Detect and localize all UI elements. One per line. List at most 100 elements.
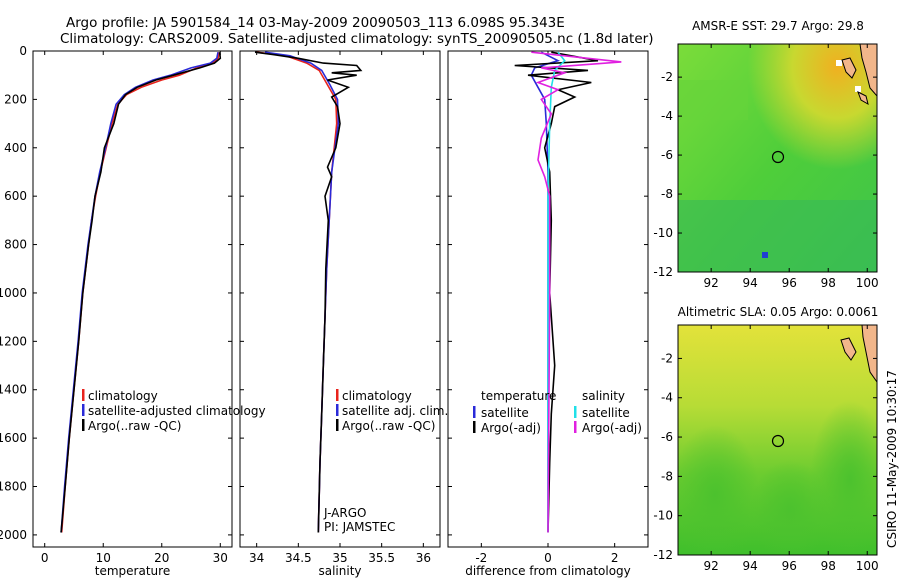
x-tick-label: 20 (154, 551, 169, 565)
sst-map-axes: 92 94 96 98 100 -2 -4 -6 -8 -10 -12 (653, 44, 879, 290)
y-tick-label: -6 (661, 148, 673, 162)
sst-warm-patch (678, 44, 877, 272)
legend-title: temperature (481, 389, 556, 403)
legend-title: salinity (582, 389, 625, 403)
island-shape (857, 90, 869, 106)
y-tick-label: 1000 (0, 286, 27, 300)
sst-map-frame (677, 43, 878, 273)
legend-label: satellite-adjusted climatology (88, 404, 266, 418)
y-tick-label: -8 (661, 469, 673, 483)
series-line-magenta (531, 51, 622, 533)
x-tick-label: 0 (544, 551, 552, 565)
y-tick-label: 200 (4, 92, 27, 106)
sla-map-title: Altimetric SLA: 0.05 Argo: 0.0061 (678, 305, 879, 319)
y-tick-label: 2000 (0, 528, 27, 542)
series-line-black (514, 51, 599, 533)
y-tick-label: -2 (661, 351, 673, 365)
x-tick-label: 10 (96, 551, 111, 565)
x-tick-label: 30 (213, 551, 228, 565)
x-tick-label: 100 (856, 276, 879, 290)
plot-frame (32, 50, 233, 548)
sst-map-panel: AMSR-E SST: 29.7 Argo: 29.8 92 94 96 98 100 -… (653, 19, 878, 290)
sla-map-axes: 92 94 96 98 100 -2 -4 -6 -8 -10 -12 (653, 325, 879, 573)
island-shape (841, 57, 857, 79)
series-line-black (60, 52, 222, 533)
y-tick-label: 800 (4, 238, 27, 252)
legend-label: Argo(-adj) (582, 421, 642, 435)
sst-missing-pixel (836, 60, 842, 66)
y-tick-label: -4 (661, 109, 673, 123)
x-tick-label: 96 (782, 559, 797, 573)
argo-float-marker (771, 434, 785, 448)
panel-temperature: 0 200 400 600 800 1000 1200 1400 1600 1800 2000 0 10… (0, 44, 266, 578)
legend-swatch (336, 404, 339, 416)
x-tick-label: 92 (704, 559, 719, 573)
y-tick-label: 1400 (0, 383, 27, 397)
y-tick-label: -12 (653, 548, 673, 562)
annotation-text: PI: JAMSTEC (324, 520, 395, 534)
sumatra-coast (859, 44, 877, 97)
legend-label: satellite (481, 406, 529, 420)
x-tick-label: 100 (856, 559, 879, 573)
sla-low-lobe (810, 400, 877, 555)
legend-label: climatology (342, 389, 412, 403)
sst-map-title: AMSR-E SST: 29.7 Argo: 29.8 (692, 19, 864, 33)
legend-label: climatology (88, 389, 158, 403)
header-line2: Climatology: CARS2009. Satellite-adjuste… (60, 31, 653, 47)
sla-map-frame (677, 324, 878, 556)
y-tick-label: -4 (661, 391, 673, 405)
legend-swatch (336, 389, 339, 401)
legend-label: satellite (582, 406, 630, 420)
x-tick-label: 35.5 (368, 551, 395, 565)
series-line-red (60, 52, 220, 533)
legend-swatch (574, 406, 577, 418)
y-tick-label: -2 (661, 70, 673, 84)
panel-salinity: 34 34.5 35 35.5 36 salinity climatologysatelli… (239, 50, 448, 578)
legend-label: satellite adj. clim. (342, 404, 448, 418)
y-tick-label: 1200 (0, 334, 27, 348)
annotation-text: J-ARGO (323, 506, 366, 520)
legend-swatch (82, 389, 85, 401)
y-tick-label: -10 (653, 226, 673, 240)
argo-float-marker (771, 150, 785, 164)
x-axis-label: temperature (95, 564, 170, 578)
series-line-blue (264, 51, 340, 533)
series-line-blue (60, 52, 219, 533)
header-line1: Argo profile: JA 5901584_14 03-May-2009 … (66, 15, 565, 31)
sst-missing-pixel (855, 86, 861, 92)
x-tick-label: 0 (41, 551, 49, 565)
x-tick-label: 98 (821, 276, 836, 290)
y-tick-label: 1600 (0, 431, 27, 445)
legend-swatch (574, 421, 577, 433)
legend-label: Argo(-adj) (481, 421, 541, 435)
y-tick-label: -8 (661, 187, 673, 201)
x-tick-label: 35 (332, 551, 347, 565)
legend-label: Argo(..raw -QC) (342, 419, 435, 433)
legend-swatch (82, 404, 85, 416)
sla-low-lobe (750, 460, 830, 555)
side-stamp: CSIRO 11-May-2009 10:30:17 (885, 370, 899, 548)
sla-low-lobe (678, 425, 760, 555)
legend-swatch (82, 419, 85, 431)
legend-swatch (473, 421, 476, 433)
y-tick-label: 0 (19, 44, 27, 58)
island-shape (840, 337, 857, 361)
x-axis-label: salinity (318, 564, 361, 578)
series-line-cyan (547, 51, 566, 533)
y-tick-label: 600 (4, 189, 27, 203)
legend-swatch (473, 406, 476, 418)
y-tick-label: -12 (653, 265, 673, 279)
sumatra-coast (861, 325, 877, 383)
x-axis-label: difference from climatology (465, 564, 631, 578)
legend-swatch (336, 419, 339, 431)
y-tick-label: 1800 (0, 480, 27, 494)
y-tick-label: 400 (4, 141, 27, 155)
x-tick-label: 94 (743, 559, 758, 573)
x-tick-label: 98 (821, 559, 836, 573)
x-tick-label: 94 (743, 276, 758, 290)
x-tick-label: 36 (416, 551, 431, 565)
sst-cold-pixel (762, 252, 768, 258)
